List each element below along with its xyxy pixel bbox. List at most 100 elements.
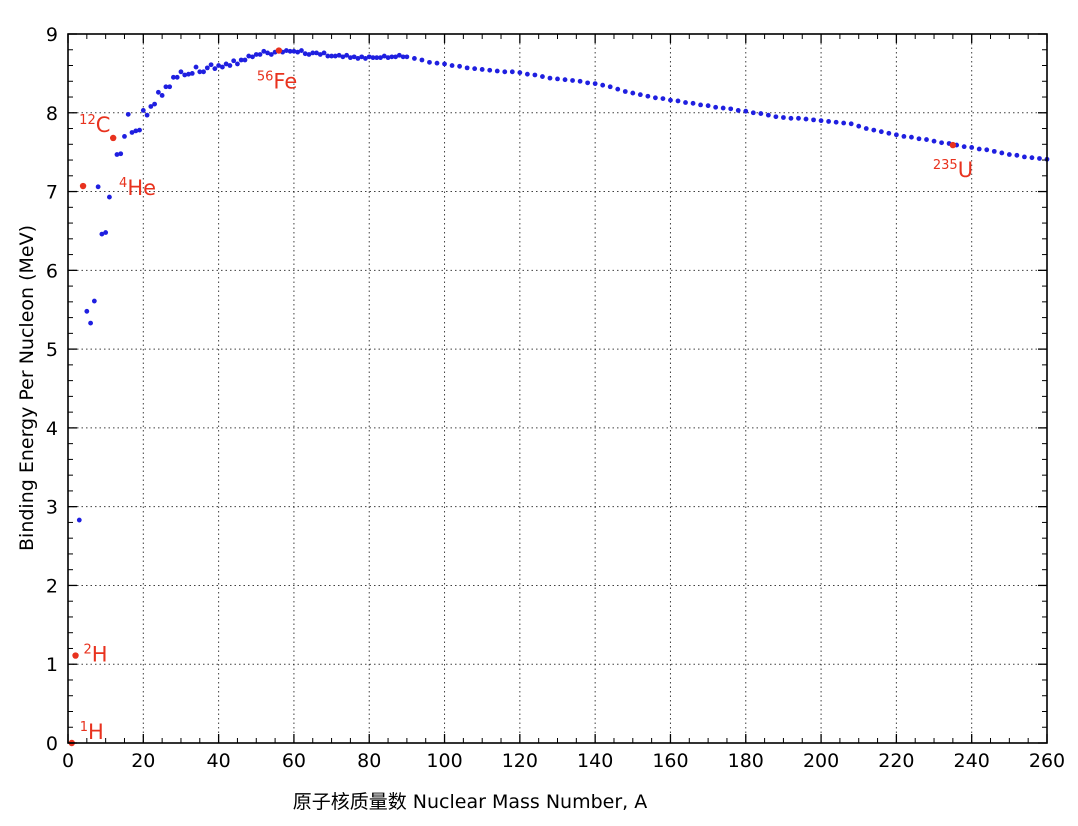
data-point xyxy=(186,71,191,77)
y-tick-label: 4 xyxy=(46,418,58,440)
data-point xyxy=(976,146,982,152)
data-point xyxy=(114,152,120,157)
data-point xyxy=(886,130,892,136)
data-point xyxy=(393,54,398,60)
data-point xyxy=(137,127,142,133)
data-point xyxy=(336,52,342,58)
data-point xyxy=(88,320,93,326)
data-point xyxy=(705,103,711,109)
data-point xyxy=(329,53,334,59)
data-point xyxy=(833,119,839,125)
isotope-label: 56Fe xyxy=(257,70,297,94)
data-point xyxy=(204,65,210,71)
data-point xyxy=(171,74,176,80)
data-point xyxy=(562,77,568,83)
data-point xyxy=(999,150,1005,156)
data-point xyxy=(991,148,997,154)
data-point xyxy=(419,57,425,63)
data-point xyxy=(227,63,233,68)
data-point xyxy=(287,48,293,54)
data-point xyxy=(442,61,447,67)
isotope-mass-number: 12 xyxy=(79,113,96,128)
data-point xyxy=(1029,155,1035,161)
data-point xyxy=(773,114,779,120)
data-point xyxy=(201,69,206,75)
data-point xyxy=(118,151,124,157)
data-point xyxy=(291,48,297,54)
highlight-point xyxy=(72,652,79,659)
data-point xyxy=(167,84,173,90)
data-point xyxy=(253,52,259,57)
data-point xyxy=(223,61,229,67)
data-point xyxy=(796,115,801,121)
data-point xyxy=(144,112,150,118)
highlight-point xyxy=(949,141,957,149)
y-tick-label: 0 xyxy=(46,733,58,755)
data-point xyxy=(404,54,410,60)
data-point xyxy=(302,51,308,57)
data-point xyxy=(193,64,199,70)
y-tick-label: 5 xyxy=(46,339,58,361)
y-tick-label: 7 xyxy=(46,182,58,204)
data-point xyxy=(385,55,391,61)
data-point xyxy=(472,66,478,72)
data-point xyxy=(310,50,316,56)
data-point xyxy=(238,57,244,63)
data-point xyxy=(182,72,188,78)
isotope-symbol: H xyxy=(88,720,104,744)
data-point xyxy=(532,72,538,78)
data-point xyxy=(148,104,154,109)
data-point xyxy=(197,69,203,75)
data-point xyxy=(750,110,756,116)
isotope-mass-number: 235 xyxy=(933,158,958,173)
isotope-label: 2H xyxy=(84,643,108,667)
data-point xyxy=(494,68,500,74)
data-point xyxy=(152,101,158,107)
data-point xyxy=(939,140,944,146)
x-tick-label: 120 xyxy=(502,750,538,772)
data-point xyxy=(1014,152,1020,158)
y-axis-label: Binding Energy Per Nucleon (MeV) xyxy=(16,225,38,551)
data-point xyxy=(348,55,353,61)
data-point xyxy=(103,230,109,235)
data-point xyxy=(125,111,131,117)
y-tick-label: 9 xyxy=(46,24,58,46)
data-point xyxy=(434,60,440,66)
data-point xyxy=(268,52,274,57)
data-point xyxy=(363,56,368,61)
isotope-symbol: H xyxy=(92,643,108,667)
x-tick-label: 20 xyxy=(131,750,155,772)
data-point xyxy=(340,54,346,60)
data-point xyxy=(645,93,651,99)
data-point xyxy=(547,75,553,81)
x-tick-label: 60 xyxy=(282,750,306,772)
data-point xyxy=(133,128,139,134)
data-point xyxy=(332,53,338,59)
data-point xyxy=(818,118,824,124)
data-point xyxy=(370,55,376,61)
data-point xyxy=(690,100,696,106)
data-point xyxy=(961,144,967,150)
x-tick-label: 220 xyxy=(878,750,914,772)
data-point xyxy=(1006,152,1012,157)
data-point xyxy=(615,86,621,92)
y-tick-labels: 0 1 2 3 4 5 6 7 8 9 xyxy=(46,24,58,755)
axis-ticks xyxy=(67,33,1048,744)
plot-frame xyxy=(67,33,1048,744)
data-point xyxy=(577,78,583,84)
data-point xyxy=(140,108,146,113)
data-point xyxy=(265,50,270,56)
highlight-point xyxy=(275,47,283,54)
data-point xyxy=(479,67,485,72)
data-point xyxy=(592,81,598,87)
data-point xyxy=(698,102,703,108)
data-point xyxy=(735,108,741,113)
data-point xyxy=(242,57,248,63)
data-point xyxy=(909,134,914,140)
data-point xyxy=(788,115,794,121)
data-point xyxy=(630,90,636,96)
data-point xyxy=(212,66,218,72)
data-point xyxy=(1022,154,1027,160)
data-point xyxy=(381,53,387,59)
